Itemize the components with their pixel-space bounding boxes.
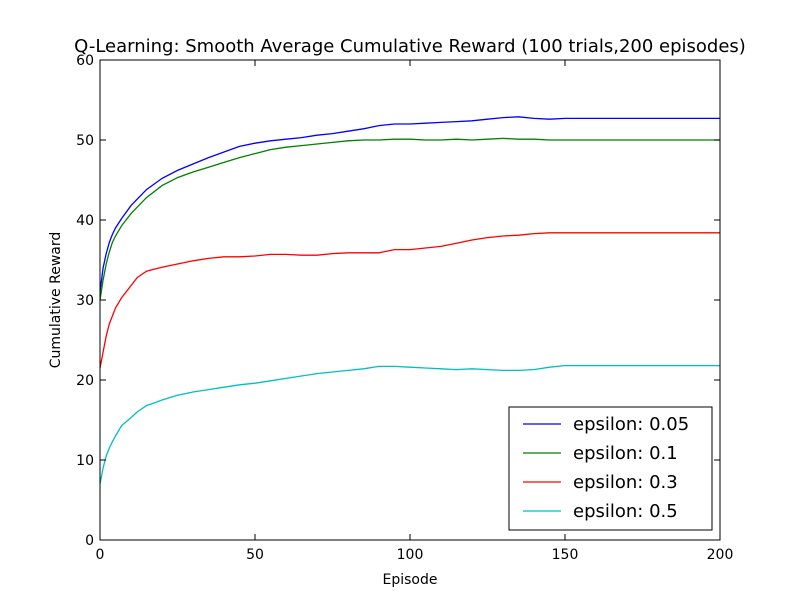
legend-label-epsilon-0-1: epsilon: 0.1 (573, 443, 678, 464)
series-line-epsilon-0-1 (99, 137, 720, 301)
y-tick-label: 60 (76, 53, 94, 69)
series-line-epsilon-0-3 (99, 232, 720, 369)
x-tick-label: 50 (246, 547, 264, 563)
y-tick-label: 30 (76, 293, 94, 309)
x-axis-label: Episode (383, 572, 438, 588)
plot-frame (99, 59, 721, 541)
legend-box (508, 406, 713, 531)
y-tick-label: 0 (85, 533, 94, 549)
x-tick-label: 0 (96, 547, 105, 563)
chart-title: Q-Learning: Smooth Average Cumulative Re… (74, 36, 746, 57)
y-tick-label: 40 (76, 213, 94, 229)
y-tick-label: 10 (76, 453, 94, 469)
legend-label-epsilon-0-05: epsilon: 0.05 (573, 414, 689, 435)
series-line-epsilon-0-05 (99, 116, 720, 293)
x-tick-label: 200 (707, 547, 734, 563)
legend-label-epsilon-0-5: epsilon: 0.5 (573, 501, 678, 522)
y-axis-label: Cumulative Reward (48, 232, 64, 369)
legend: epsilon: 0.05 epsilon: 0.1 epsilon: 0.3 eps… (508, 406, 713, 531)
x-tick-label: 100 (397, 547, 424, 563)
x-tick-label: 150 (552, 547, 579, 563)
y-tick-label: 20 (76, 373, 94, 389)
y-tick-label: 50 (76, 133, 94, 149)
series-layer (99, 116, 720, 485)
legend-label-epsilon-0-3: epsilon: 0.3 (573, 472, 678, 493)
series-line-epsilon-0-5 (99, 364, 720, 485)
